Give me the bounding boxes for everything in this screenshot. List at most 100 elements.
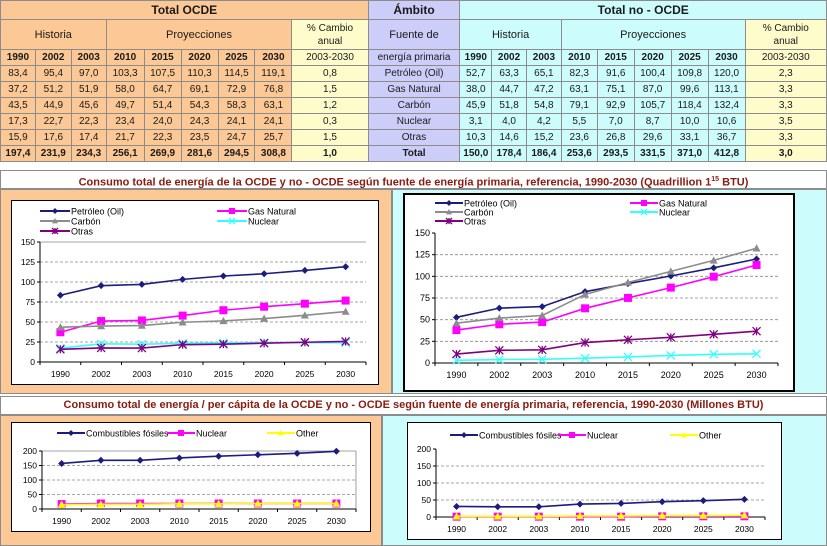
nonocde-cell: 4,2 (525, 113, 562, 130)
nonocde-cell: 371,0 (670, 145, 709, 162)
data-point (178, 311, 187, 320)
nonocde-cell: 52,7 (459, 65, 493, 82)
source-label: Gas Natural (367, 81, 461, 98)
x-tick-label: 2030 (747, 370, 767, 380)
data-point (97, 322, 106, 330)
ocde-historia: Historia (0, 19, 107, 50)
data-point (218, 339, 228, 349)
x-tick-label: 2003 (132, 369, 151, 379)
x-tick-label: 2025 (694, 524, 713, 534)
y-tick-label: 0 (32, 504, 37, 514)
data-point (752, 244, 761, 252)
series-carb-n (56, 307, 350, 331)
nonocde-cell: 92,9 (596, 97, 635, 114)
data-point (260, 314, 269, 322)
nonocde-cell: 10,6 (707, 113, 746, 130)
ocde-cell: 294,5 (217, 145, 256, 162)
ocde-year-2002: 2002 (34, 49, 72, 66)
series-nuclear (451, 349, 762, 365)
data-point (535, 503, 543, 511)
data-point (709, 256, 718, 264)
y-tick-label: 75 (420, 293, 430, 303)
legend-marker (178, 430, 184, 436)
ocde-cell: 24,1 (254, 113, 293, 130)
data-point (300, 337, 310, 347)
data-point (623, 335, 633, 345)
nonocde-cell: 10,0 (670, 113, 709, 130)
data-point (214, 499, 223, 507)
data-point (495, 314, 504, 322)
nonocde-cell: 331,5 (633, 145, 672, 162)
y-tick-label: 200 (23, 446, 37, 456)
data-point (699, 511, 708, 519)
y-tick-label: 100 (21, 277, 35, 287)
legend-entry: Petróleo (Oil) (435, 199, 517, 209)
ocde-year-1990: 1990 (0, 49, 36, 66)
nonocde-year-2010: 2010 (560, 49, 598, 66)
ocde-cell: 54,3 (180, 97, 219, 114)
y-tick-label: 50 (26, 317, 36, 327)
nonocde-year-2002: 2002 (491, 49, 527, 66)
data-point (137, 321, 146, 329)
data-point (623, 352, 633, 362)
nonocde-cell: 36,7 (707, 129, 746, 146)
legend-label: Nuclear (587, 431, 618, 441)
legend-marker (446, 200, 452, 206)
nonocde-change-cell: 3,3 (744, 81, 827, 98)
ocde-cell: 21,7 (105, 129, 145, 146)
ocde-cambio-header: % Cambio anual (291, 19, 369, 50)
x-tick-label: 2015 (618, 370, 638, 380)
legend-label: Petróleo (Oil) (464, 199, 517, 209)
data-point (56, 291, 64, 299)
series-line (456, 264, 757, 331)
data-point (452, 326, 461, 335)
y-tick-label: 100 (415, 271, 430, 281)
nonocde-historia: Historia (459, 19, 562, 50)
data-point (175, 499, 184, 507)
data-point (332, 499, 341, 507)
data-point (666, 351, 676, 360)
data-point (97, 317, 106, 326)
x-tick-label: 2010 (570, 524, 589, 534)
ocde-cell: 63,1 (254, 97, 293, 114)
data-point (617, 499, 625, 507)
legend-marker (52, 208, 58, 214)
legend-marker (52, 218, 58, 224)
series-gas-natural (452, 260, 761, 335)
nonocde-proyecciones: Proyecciones (560, 19, 746, 50)
ocde-change-cell: 1,5 (291, 129, 369, 146)
legend-entry: Petróleo (Oil) (40, 207, 124, 217)
data-point (138, 280, 146, 288)
x-tick-label: 2002 (91, 516, 110, 526)
ocde-cell: 49,7 (105, 97, 145, 114)
x-tick-label: 2025 (288, 516, 307, 526)
source-label: Otras (367, 129, 461, 146)
banner-total-consumption: Consumo total de energía de la OCDE y no… (0, 170, 827, 189)
nonocde-change-cell: 3,3 (744, 129, 827, 146)
nonocde-cell: 14,6 (491, 129, 527, 146)
legend-marker (68, 430, 74, 436)
legend-marker (228, 217, 236, 225)
y-tick-label: 200 (417, 444, 431, 454)
x-tick-label: 2015 (612, 524, 631, 534)
data-point (495, 320, 504, 329)
nonocde-cell: 44,7 (491, 81, 527, 98)
chart-ocde-consumption: 0 25 50 75 100 125 150 1990 2002 2003 2010 2015 2020… (21, 207, 367, 379)
ocde-change-cell: 1,0 (291, 145, 369, 162)
data-point (254, 451, 262, 459)
legend-label: Otras (464, 217, 487, 227)
legend-label: Other (296, 429, 319, 439)
ocde-cell: 119,1 (254, 65, 293, 82)
data-point (178, 340, 188, 350)
legend-entry: Nuclear (167, 429, 227, 439)
nonocde-cell: 293,5 (596, 145, 635, 162)
legend-entry: Other (267, 429, 319, 439)
table-row: 83,4 95,4 97,0 103,3 107,5 110,3 114,5 119,1 0,8… (0, 65, 827, 82)
ocde-cambio-period: 2003-2030 (291, 49, 369, 66)
data-point (452, 313, 460, 321)
ocde-cell: 44,9 (34, 97, 72, 114)
nonocde-cell: 150,0 (459, 145, 493, 162)
nonocde-cell: 33,1 (670, 129, 709, 146)
nonocde-change-cell: 3,5 (744, 113, 827, 130)
legend-label: Combustibles fósiles (86, 429, 169, 439)
